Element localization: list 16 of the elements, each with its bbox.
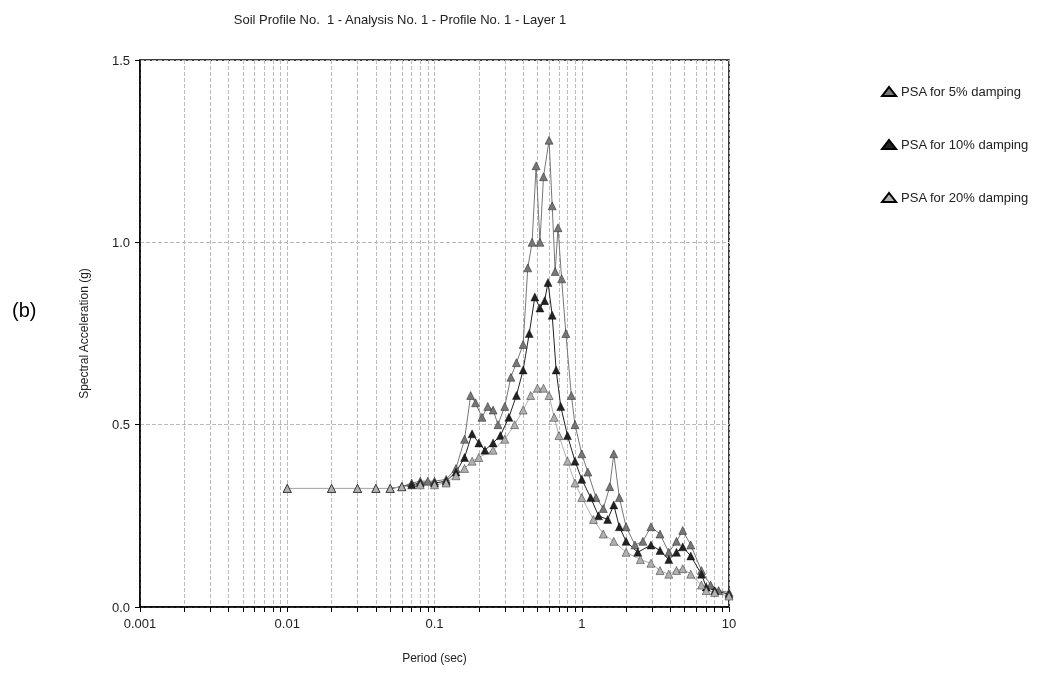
x-axis-title: Period (sec) (402, 651, 467, 665)
y-tick-label: 0.0 (111, 599, 130, 615)
y-tick-label: 0.5 (111, 417, 130, 433)
chart-title: Soil Profile No. 1 - Analysis No. 1 - Profile No. 1 - Layer 1 (233, 12, 567, 27)
x-tick-label: 0.001 (123, 616, 157, 631)
legend-label: PSA for 5% damping (901, 84, 1022, 99)
legend-label: PSA for 10% damping (901, 137, 1029, 152)
x-tick-label: 10 (721, 616, 737, 631)
text: (b) (12, 299, 37, 321)
y-tick-label: 1.5 (111, 52, 130, 68)
x-tick-label: 0.01 (274, 616, 300, 631)
x-tick-label: 1 (578, 616, 586, 631)
y-tick-label: 1.0 (111, 234, 130, 250)
y-axis-title: Spectral Acceleration (g) (77, 268, 91, 399)
legend-label: PSA for 20% damping (901, 190, 1029, 205)
x-tick-label: 0.1 (425, 616, 444, 631)
